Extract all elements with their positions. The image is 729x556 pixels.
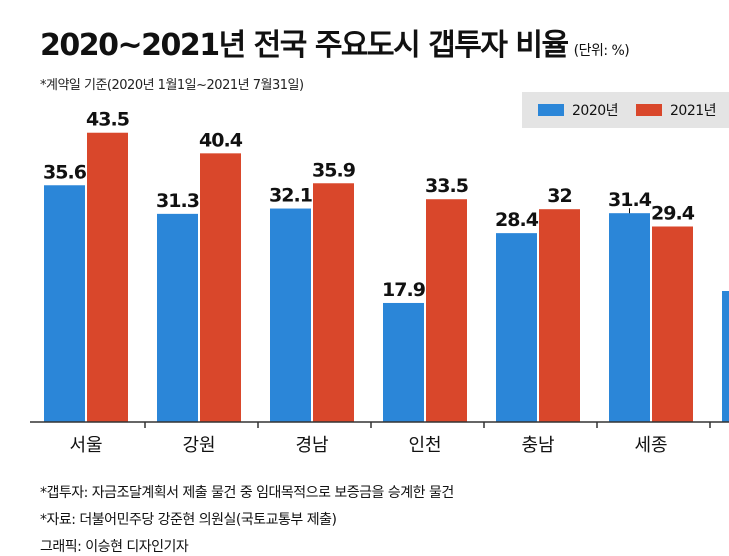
bar-2021-4: [426, 199, 467, 422]
footnote-source: *자료: 더불어민주당 강준현 의원실(국토교통부 제출): [40, 512, 337, 528]
chart-title-text: 2020~2021년 전국 주요도시 갭투자 비율: [40, 28, 569, 63]
data-label-2020-5: 28.4: [495, 209, 539, 231]
bar-2021-1: [87, 132, 128, 422]
x-tick-label-3: 경남: [295, 435, 328, 456]
unit-label: (단위: %): [573, 43, 630, 59]
legend-swatch-2020: [538, 104, 564, 116]
bar-2020-4: [383, 302, 424, 422]
legend-label-2021: 2021년: [670, 103, 717, 119]
data-label-2021-4: 33.5: [425, 175, 468, 197]
bar-2020-2: [157, 213, 198, 422]
x-tick-label-1: 서울: [69, 435, 102, 456]
legend-swatch-2021: [636, 104, 663, 116]
bar-2020-7: [722, 290, 729, 422]
chart-legend: 2020년 2021년: [522, 92, 729, 128]
bar-2021-6: [652, 226, 693, 422]
x-tick-label-4: 인천: [408, 435, 441, 456]
data-label-2020-3: 32.1: [269, 185, 312, 207]
data-label-2020-1: 35.6: [43, 161, 87, 183]
legend-item-2021: 2021년: [636, 100, 717, 120]
bar-2021-5: [539, 209, 580, 422]
bar-2021-2: [200, 153, 241, 422]
data-label-2020-4: 17.9: [382, 279, 425, 301]
data-label-2021-6: 29.4: [651, 202, 695, 224]
footnote-credit: 그래픽: 이승현 디자인기자: [40, 539, 189, 555]
x-tick-label-6: 세종: [634, 435, 667, 456]
data-label-2021-3: 35.9: [312, 159, 355, 181]
legend-item-2020: 2020년: [538, 100, 619, 120]
bar-2020-5: [496, 233, 537, 422]
bar-2020-6: [609, 213, 650, 422]
bar-2020-1: [44, 185, 85, 422]
data-label-2021-2: 40.4: [199, 129, 243, 151]
chart-title: 2020~2021년 전국 주요도시 갭투자 비율 (단위: %): [40, 20, 630, 64]
chart-subtitle: *계약일 기준(2020년 1월1일~2021년 7월31일): [40, 78, 304, 93]
x-tick-label-2: 강원: [182, 435, 215, 456]
data-label-2021-1: 43.5: [86, 109, 129, 131]
data-label-2021-5: 32: [547, 185, 571, 207]
footnote-gap-investment: *갭투자: 자금조달계획서 제출 물건 중 임대목적으로 보증금을 승계한 물건: [40, 485, 454, 501]
legend-label-2020: 2020년: [572, 103, 619, 119]
bar-2020-3: [270, 208, 311, 422]
data-label-2020-6: 31.4: [608, 189, 652, 211]
bar-2021-3: [313, 183, 354, 422]
data-label-2020-2: 31.3: [156, 190, 199, 212]
x-tick-label-5: 충남: [521, 435, 554, 456]
